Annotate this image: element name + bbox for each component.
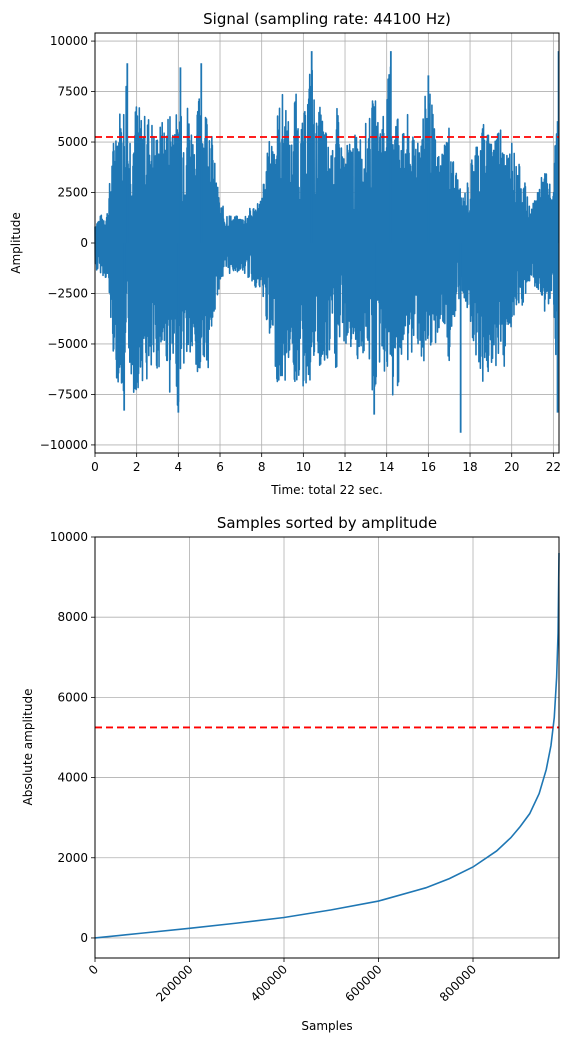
x-tick-label: 200000 — [153, 962, 195, 1004]
x-tick-label: 800000 — [437, 962, 479, 1004]
signal-y-axis-label: Amplitude — [9, 212, 23, 274]
sorted-chart: Samples sorted by amplitude 10000 8000 600… — [21, 514, 560, 1033]
y-tick-label: 10000 — [50, 530, 88, 544]
x-tick-label: 600000 — [342, 962, 384, 1004]
x-tick-label: 12 — [337, 460, 352, 474]
y-tick-label: 0 — [80, 236, 88, 250]
x-tick-label: 16 — [421, 460, 436, 474]
x-tick-label: 6 — [216, 460, 224, 474]
y-tick-label: 2000 — [57, 851, 88, 865]
sorted-y-ticks: 10000 8000 6000 4000 2000 0 — [50, 530, 95, 945]
signal-series — [94, 51, 560, 433]
signal-waveform — [94, 66, 559, 406]
signal-x-axis-label: Time: total 22 sec. — [270, 483, 383, 497]
y-tick-label: 5000 — [57, 135, 88, 149]
signal-y-ticks: 10000 7500 5000 2500 0 −2500 −5000 −7500 −10000 — [40, 34, 95, 452]
sorted-series — [94, 553, 560, 939]
sorted-gridlines — [94, 536, 559, 958]
signal-chart-title: Signal (sampling rate: 44100 Hz) — [203, 10, 451, 28]
x-tick-label: 18 — [462, 460, 477, 474]
x-tick-label: 14 — [379, 460, 394, 474]
sorted-x-ticks: 0 200000 400000 600000 800000 — [86, 958, 479, 1005]
x-tick-label: 0 — [86, 962, 101, 977]
y-tick-label: 8000 — [57, 610, 88, 624]
sorted-chart-title: Samples sorted by amplitude — [217, 514, 437, 532]
y-tick-label: −7500 — [47, 387, 88, 401]
y-tick-label: 7500 — [57, 85, 88, 99]
signal-plot-frame — [94, 32, 560, 454]
y-tick-label: 2500 — [57, 186, 88, 200]
x-tick-label: 0 — [91, 460, 99, 474]
sorted-y-axis-label: Absolute amplitude — [21, 689, 35, 806]
x-tick-label: 400000 — [248, 962, 290, 1004]
y-tick-label: −2500 — [47, 286, 88, 300]
y-tick-label: 10000 — [50, 34, 88, 48]
y-tick-label: −5000 — [47, 337, 88, 351]
x-tick-label: 8 — [258, 460, 266, 474]
signal-chart: Signal (sampling rate: 44100 Hz) 10000 75… — [9, 10, 561, 497]
x-tick-label: 4 — [175, 460, 183, 474]
y-tick-label: 4000 — [57, 771, 88, 785]
sorted-x-axis-label: Samples — [301, 1019, 352, 1033]
y-tick-label: 0 — [80, 931, 88, 945]
y-tick-label: −10000 — [40, 438, 88, 452]
y-tick-label: 6000 — [57, 690, 88, 704]
x-tick-label: 20 — [504, 460, 519, 474]
sorted-amplitude-line — [94, 553, 560, 939]
sorted-plot-frame — [94, 536, 560, 959]
signal-x-ticks: 0 2 4 6 8 10 12 14 16 18 20 22 — [91, 453, 561, 474]
x-tick-label: 22 — [546, 460, 561, 474]
x-tick-label: 10 — [296, 460, 311, 474]
x-tick-label: 2 — [133, 460, 141, 474]
